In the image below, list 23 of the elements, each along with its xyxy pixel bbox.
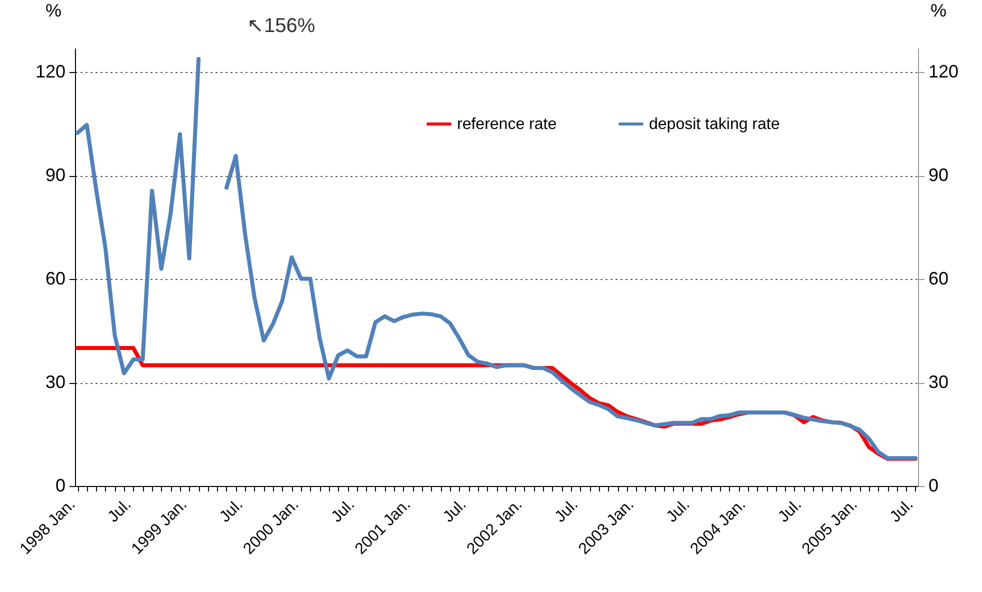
x-tick-label: Jul.	[216, 496, 246, 526]
y-axis-title: %	[45, 0, 62, 20]
y-tick-label: 0	[55, 476, 66, 496]
y-tick-label: 60	[45, 268, 66, 289]
y-tick-label: 30	[45, 372, 66, 392]
y2-tick-label: 30	[928, 372, 949, 392]
y-tick-label: 90	[45, 165, 66, 186]
text: ↖156%	[247, 15, 316, 37]
x-tick-label: Jul.	[775, 496, 805, 526]
y2-axis-title: %	[930, 0, 947, 20]
legend-label: deposit taking rate	[649, 116, 780, 133]
x-tick-label: Jul.	[440, 496, 470, 526]
x-tick-label: Jul.	[328, 496, 358, 526]
y2-tick-label: 90	[928, 165, 949, 186]
x-tick-label: Jul.	[887, 496, 917, 526]
x-tick-label: Jul.	[104, 496, 135, 526]
x-tick-label: Jul.	[664, 496, 694, 526]
y2-tick-label: 0	[928, 476, 939, 496]
y-tick-label: 120	[35, 62, 66, 82]
x-tick-label: Jul.	[552, 496, 582, 526]
y2-tick-label: 120	[928, 62, 959, 82]
y2-tick-label: 60	[928, 268, 949, 289]
legend-label: reference rate	[457, 116, 557, 133]
